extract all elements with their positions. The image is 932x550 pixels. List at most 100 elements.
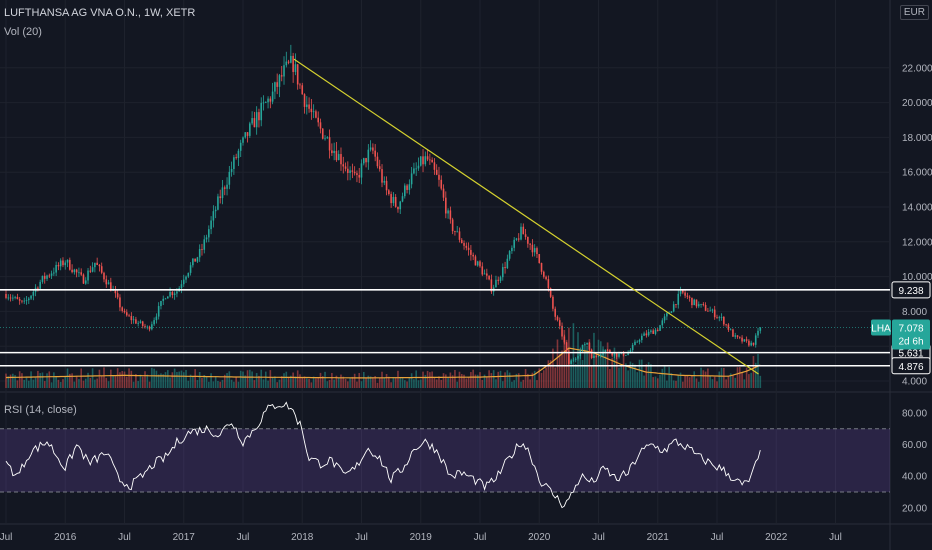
candle-body	[306, 104, 308, 107]
candle-body	[385, 180, 388, 191]
volume-bar	[360, 381, 363, 388]
candle-body	[283, 65, 285, 77]
volume-bar	[759, 375, 762, 388]
volume-bar	[656, 378, 659, 388]
candle-body	[103, 272, 105, 280]
candle-body	[57, 264, 60, 267]
candle-body	[246, 132, 249, 136]
volume-bar	[399, 377, 402, 388]
candle-body	[572, 359, 575, 361]
volume-bar	[711, 379, 714, 388]
volume-bar	[536, 380, 538, 388]
volume-bar	[328, 379, 331, 388]
candle-body	[189, 265, 192, 273]
volume-bar	[417, 380, 420, 388]
candle-body	[214, 209, 217, 212]
candle-body	[78, 272, 80, 274]
volume-bar	[659, 374, 661, 388]
candle-body	[271, 91, 274, 102]
volume-bar	[636, 372, 639, 388]
trendline-group[interactable]	[293, 58, 759, 375]
volume-bar	[476, 374, 479, 388]
candle-body	[123, 310, 126, 313]
candle-body	[556, 316, 559, 321]
candle-body	[659, 325, 661, 331]
currency-badge[interactable]: EUR	[899, 5, 929, 20]
time-tick-label: Jul	[355, 532, 368, 543]
candle-body	[121, 307, 124, 311]
volume-bar	[588, 339, 591, 388]
volume-bar	[374, 376, 376, 388]
candle-body	[135, 319, 137, 324]
volume-bar	[381, 371, 383, 388]
volume-bar	[249, 369, 251, 388]
time-tick-label: Jul	[118, 532, 131, 543]
volume-bar	[53, 372, 55, 388]
rsi-tick-label: 40.00	[902, 472, 927, 483]
volume-bar	[135, 373, 137, 388]
volume-bar	[78, 379, 80, 388]
candle-body	[319, 122, 322, 129]
candle-body	[595, 355, 598, 357]
horizontal-levels[interactable]	[0, 289, 890, 367]
candle-body	[360, 163, 363, 178]
volume-bar	[454, 370, 456, 388]
volume-bar	[119, 372, 121, 388]
volume-bar	[41, 372, 44, 388]
candle-body	[631, 344, 634, 351]
volume-bar	[46, 373, 48, 388]
volume-bar	[230, 379, 233, 388]
rsi-indicator-label[interactable]: RSI (14, close)	[4, 404, 77, 416]
volume-bar	[260, 369, 263, 388]
volume-bar	[73, 381, 76, 388]
candle-body	[513, 239, 515, 248]
volume-bar	[631, 363, 634, 388]
volume-bar	[406, 381, 408, 388]
volume-bar	[69, 373, 71, 388]
candle-body	[173, 293, 176, 296]
time-tick-label: 2020	[528, 532, 551, 543]
candle-body	[508, 251, 511, 259]
time-tick-label: 2017	[173, 532, 196, 543]
candle-body	[75, 269, 78, 273]
candle-body	[602, 352, 604, 355]
candle-body	[574, 358, 577, 360]
volume-bar	[433, 377, 436, 388]
volume-bar	[629, 361, 632, 388]
time-tick-label: Jul	[237, 532, 250, 543]
volume-bar	[501, 381, 504, 388]
candle-body	[365, 158, 367, 163]
candle-body	[490, 279, 493, 292]
volume-bar	[290, 375, 292, 388]
volume-bar	[308, 378, 310, 388]
volume-bar	[187, 380, 190, 388]
volume-bar	[98, 369, 101, 388]
volume-indicator-label[interactable]: Vol (20)	[4, 26, 42, 38]
candle-body	[180, 284, 183, 289]
candle-body	[467, 247, 470, 250]
volume-bar	[331, 372, 333, 388]
volume-bar	[219, 381, 222, 388]
volume-ma-line	[6, 347, 761, 379]
volume-bar	[48, 371, 51, 388]
candle-body	[431, 159, 433, 163]
candle-body	[53, 272, 55, 274]
candle-body	[230, 168, 233, 172]
volume-bar	[422, 371, 424, 388]
volume-bar	[43, 381, 46, 388]
volume-bar	[563, 329, 566, 388]
candle-body	[27, 298, 30, 301]
volume-bar	[164, 372, 167, 388]
volume-bar	[376, 382, 379, 388]
candle-body	[517, 238, 520, 240]
volume-bar	[303, 376, 306, 388]
candle-body	[570, 360, 572, 364]
volume-bar	[253, 380, 256, 388]
volume-bar	[212, 381, 215, 388]
candle-body	[217, 196, 219, 210]
candle-body	[707, 310, 709, 312]
candle-body	[415, 168, 417, 170]
volume-bar	[192, 376, 194, 388]
volume-bar	[511, 381, 513, 388]
